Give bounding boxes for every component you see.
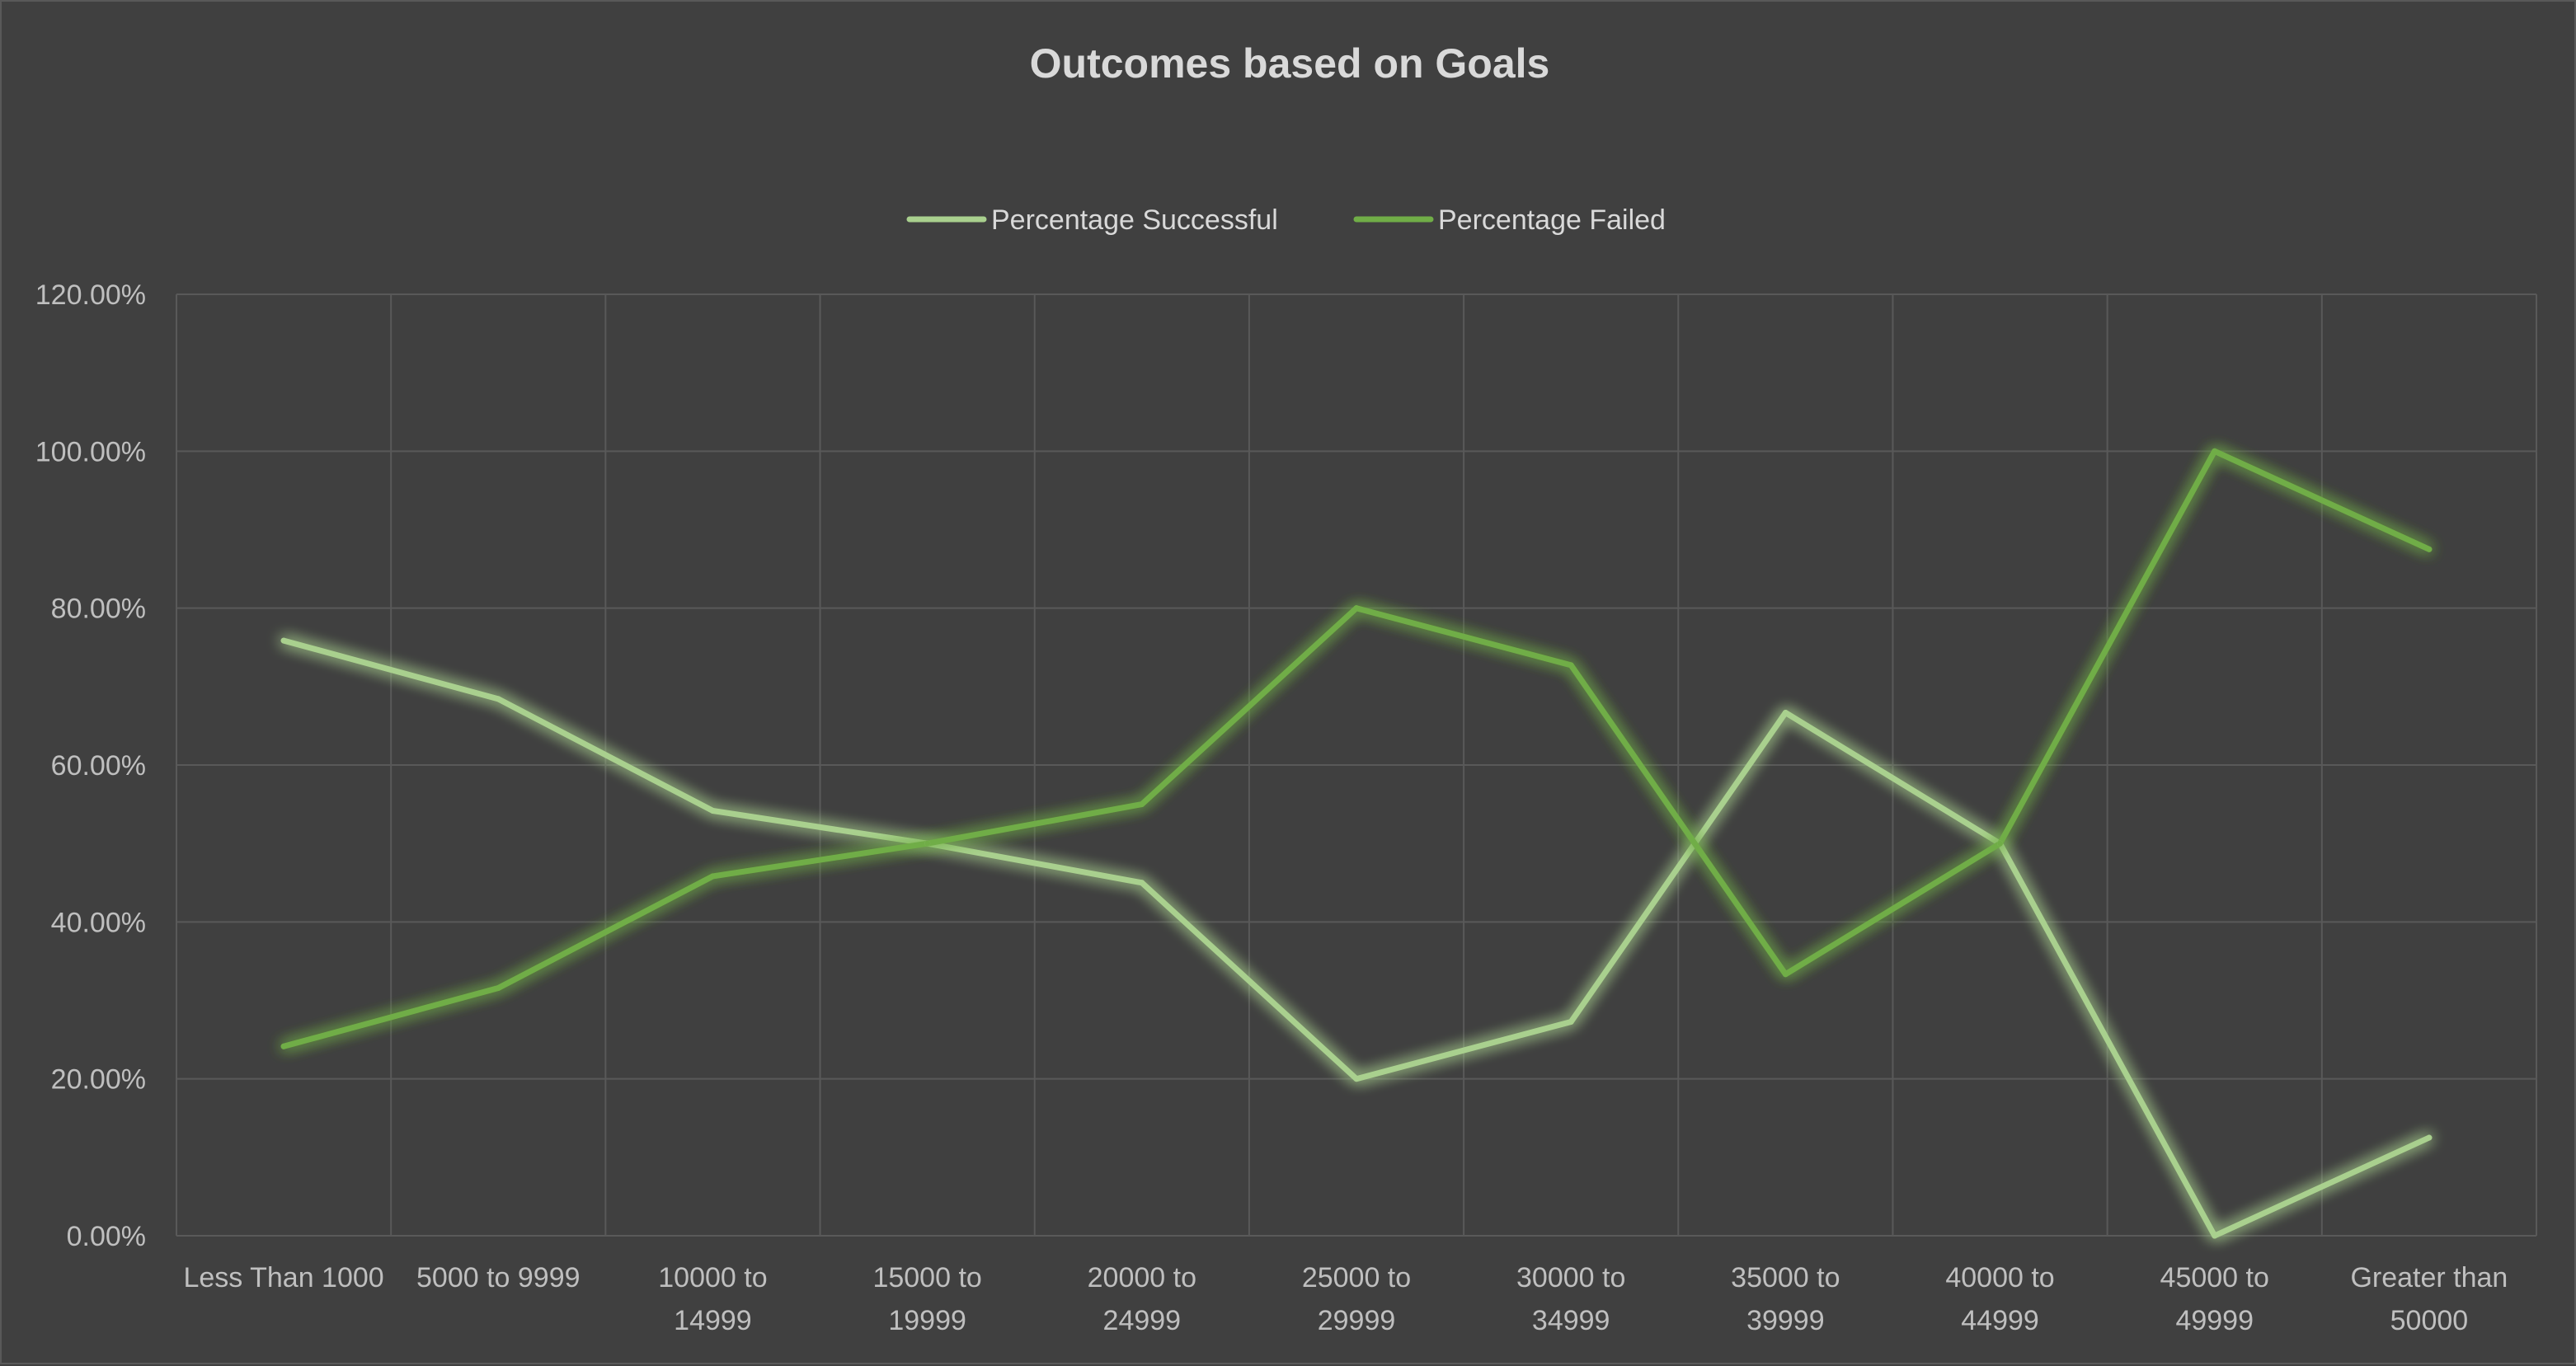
x-tick-label-line: 29999 (1318, 1305, 1396, 1336)
x-tick-label-line: 19999 (888, 1305, 966, 1336)
x-tick-label: 5000 to 9999 (416, 1262, 581, 1293)
x-tick-label-line: 39999 (1746, 1305, 1825, 1336)
x-tick-label-line: 10000 to (658, 1262, 767, 1293)
y-tick-label: 100.00% (35, 436, 146, 467)
data-point (1353, 1076, 1360, 1082)
y-tick-label: 0.00% (67, 1221, 146, 1252)
data-point (2212, 448, 2218, 454)
grid (176, 293, 2537, 1237)
data-point (709, 873, 716, 880)
x-tick-label: 40000 to 44999 (1945, 1262, 2054, 1336)
x-tick-label: 15000 to 19999 (872, 1262, 981, 1336)
legend: Percentage Successful Percentage Failed (906, 204, 1666, 236)
chart-title: Outcomes based on Goals (1030, 40, 1550, 87)
data-point (1568, 662, 1574, 669)
data-point (280, 1043, 287, 1049)
y-tick-label: 80.00% (51, 594, 146, 625)
data-point (1782, 710, 1789, 716)
x-tick-label: Greater than 50000 (2350, 1262, 2508, 1336)
y-axis: 0.00% 20.00% 40.00% 60.00% 80.00% 100.00% 120.… (35, 279, 146, 1252)
y-tick-label: 40.00% (51, 907, 146, 938)
x-tick-label: 10000 to 14999 (658, 1262, 767, 1336)
x-axis: Less Than 1000 5000 to 9999 10000 to 149991… (183, 1262, 2508, 1336)
data-point (1139, 880, 1145, 886)
data-point (2426, 546, 2433, 552)
x-tick-label-line: 14999 (674, 1305, 752, 1336)
data-point (280, 637, 287, 644)
legend-label: Percentage Failed (1438, 204, 1666, 236)
data-point (1568, 1018, 1574, 1025)
x-tick-label-line: 30000 to (1516, 1262, 1625, 1293)
x-tick-label: 30000 to 34999 (1516, 1262, 1625, 1336)
data-point (1997, 840, 2004, 847)
x-tick-label-line: 50000 (2390, 1305, 2469, 1336)
x-tick-label-line: 20000 to (1088, 1262, 1196, 1293)
x-tick-label-line: 34999 (1532, 1305, 1610, 1336)
x-tick-label: Less Than 1000 (183, 1262, 383, 1293)
x-tick-label: 25000 to 29999 (1302, 1262, 1411, 1336)
x-tick-label-line: 45000 to (2160, 1262, 2269, 1293)
x-tick-label: 35000 to 39999 (1731, 1262, 1840, 1336)
data-point (2212, 1232, 2218, 1239)
data-point (1139, 801, 1145, 808)
x-tick-label-line: Less Than 1000 (183, 1262, 383, 1293)
data-point (924, 840, 931, 847)
x-tick-label-line: Greater than (2350, 1262, 2508, 1293)
x-tick-label-line: 25000 to (1302, 1262, 1411, 1293)
x-tick-label-line: 24999 (1103, 1305, 1182, 1336)
data-point (495, 696, 501, 702)
x-tick-label-line: 40000 to (1945, 1262, 2054, 1293)
y-tick-label: 20.00% (51, 1064, 146, 1096)
x-tick-label-line: 35000 to (1731, 1262, 1840, 1293)
data-point (1782, 971, 1789, 978)
data-point (709, 807, 716, 814)
x-tick-label: 45000 to 49999 (2160, 1262, 2269, 1336)
legend-label: Percentage Successful (991, 204, 1278, 236)
x-tick-label-line: 5000 to 9999 (416, 1262, 581, 1293)
y-tick-label: 120.00% (35, 279, 146, 311)
y-tick-label: 60.00% (51, 750, 146, 782)
x-tick-label-line: 44999 (1961, 1305, 2039, 1336)
data-point (2426, 1134, 2433, 1141)
data-point (495, 984, 501, 991)
data-point (1353, 605, 1360, 612)
series-layer (280, 448, 2433, 1239)
x-tick-label-line: 49999 (2175, 1305, 2254, 1336)
x-tick-label-line: 15000 to (872, 1262, 981, 1293)
x-tick-label: 20000 to 24999 (1088, 1262, 1196, 1336)
